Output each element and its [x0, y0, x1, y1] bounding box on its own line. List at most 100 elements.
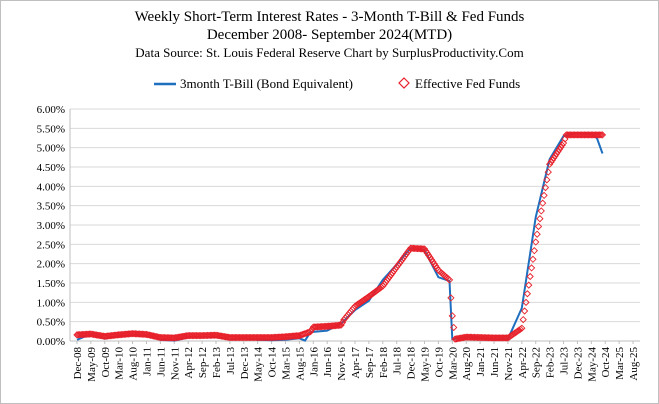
fedfunds-marker	[545, 160, 554, 168]
y-tick-label: 2.50%	[37, 239, 65, 251]
x-tick-label: Mar-15	[280, 347, 292, 380]
x-tick-label: May-09	[86, 347, 98, 382]
fedfunds-marker	[530, 246, 538, 255]
fedfunds-marker	[92, 331, 101, 339]
fedfunds-marker	[338, 318, 347, 327]
x-tick-label: Jan-21	[475, 347, 487, 376]
x-tick-label: Oct-14	[267, 347, 279, 378]
y-tick-label: 3.50%	[37, 201, 65, 213]
fedfunds-marker	[526, 272, 534, 281]
fedfunds-marker	[522, 298, 530, 307]
fedfunds-marker	[448, 312, 456, 320]
fedfunds-marker	[215, 332, 223, 340]
fedfunds-marker	[429, 258, 437, 266]
fedfunds-marker	[532, 238, 540, 246]
x-tick-label: Jul-18	[392, 347, 404, 375]
fedfunds-marker	[525, 281, 533, 289]
fedfunds-marker	[555, 145, 564, 154]
fedfunds-marker	[94, 331, 102, 339]
fedfunds-marker	[427, 255, 436, 264]
fedfunds-marker	[334, 321, 342, 330]
fedfunds-marker	[544, 168, 552, 176]
fedfunds-marker	[554, 147, 562, 156]
fedfunds-marker	[216, 332, 224, 340]
x-tick-label: Aug-15	[294, 347, 306, 381]
x-tick-label: Aug-25	[628, 347, 640, 381]
x-tick-label: Nov-11	[169, 347, 181, 380]
fedfunds-marker	[520, 307, 529, 315]
fedfunds-marker	[423, 249, 431, 257]
chart-subtitle: December 2008- September 2024(MTD)	[206, 27, 453, 43]
fedfunds-marker	[534, 222, 543, 231]
fedfunds-marker	[547, 158, 555, 166]
x-tick-label: May-14	[253, 347, 265, 382]
fedfunds-marker	[217, 332, 226, 340]
fedfunds-marker	[541, 183, 550, 192]
y-tick-label: 5.00%	[37, 143, 65, 155]
fedfunds-marker	[450, 323, 458, 332]
fedfunds-marker	[557, 143, 565, 151]
fedfunds-marker	[91, 331, 99, 339]
fedfunds-marker	[551, 152, 559, 160]
fedfunds-marker	[212, 331, 220, 339]
fedfunds-marker	[548, 156, 557, 164]
y-tick-label: 4.50%	[37, 162, 65, 174]
fedfunds-marker	[420, 245, 429, 253]
fedfunds-marker	[430, 260, 438, 268]
fedfunds-marker	[88, 330, 96, 338]
fedfunds-marker	[552, 150, 561, 158]
fedfunds-marker	[529, 255, 537, 263]
fedfunds-marker	[536, 215, 544, 223]
x-tick-label: Aug-20	[461, 347, 473, 381]
fedfunds-marker	[96, 332, 105, 340]
fedfunds-marker	[540, 191, 548, 200]
fedfunds-marker	[527, 264, 536, 272]
legend-swatch-fedfunds	[397, 76, 411, 94]
fedfunds-marker	[422, 247, 430, 255]
x-tick-label: Jan-11	[141, 347, 153, 376]
fedfunds-marker	[306, 328, 315, 336]
chart-source: Data Source: St. Louis Federal Reserve C…	[135, 45, 524, 60]
legend-label-fedfunds: Effective Fed Funds	[415, 76, 521, 91]
chart-title: Weekly Short-Term Interest Rates - 3-Mon…	[134, 9, 525, 25]
fedfunds-marker	[519, 315, 527, 324]
y-tick-label: 4.00%	[37, 181, 65, 193]
x-tick-label: Feb-18	[378, 347, 390, 379]
fedfunds-marker	[533, 230, 541, 238]
fedfunds-marker	[294, 332, 302, 340]
fedfunds-marker	[561, 135, 569, 143]
fedfunds-marker	[550, 154, 558, 162]
x-tick-label: Dec-13	[239, 347, 251, 380]
fedfunds-marker	[213, 331, 222, 340]
x-tick-label: May-19	[420, 347, 432, 382]
fedfunds-marker	[518, 324, 526, 332]
x-tick-label: Mar-10	[114, 347, 126, 380]
x-tick-label: Aug-10	[128, 347, 140, 381]
x-tick-label: Jun-16	[322, 347, 334, 377]
x-tick-label: Jun-21	[489, 347, 501, 377]
fedfunds-marker	[558, 141, 566, 149]
x-tick-label: May-24	[586, 347, 598, 382]
x-tick-label: Dec-23	[572, 347, 584, 380]
fedfunds-marker	[598, 131, 607, 139]
fedfunds-marker	[418, 245, 426, 253]
x-tick-label: Nov-21	[503, 347, 515, 381]
x-tick-label: Mar-25	[614, 347, 626, 380]
fedfunds-marker	[431, 262, 440, 270]
x-tick-label: Apr-12	[183, 347, 195, 379]
x-tick-label: Dec-08	[72, 347, 84, 380]
fedfunds-marker	[501, 334, 509, 342]
x-tick-label: Jul-23	[559, 347, 571, 375]
fedfunds-marker	[426, 253, 434, 262]
y-tick-label: 0.50%	[37, 317, 65, 329]
fedfunds-marker	[308, 325, 316, 334]
fedfunds-marker	[425, 251, 433, 259]
fedfunds-marker	[523, 290, 532, 298]
x-tick-label: Apr-17	[350, 347, 362, 379]
x-tick-label: Jul-13	[225, 347, 237, 375]
fedfunds-marker	[596, 131, 604, 139]
y-tick-label: 1.00%	[37, 297, 65, 309]
legend-label-tbill: 3month T-Bill (Bond Equivalent)	[180, 76, 353, 91]
y-tick-label: 2.00%	[37, 259, 65, 271]
fedfunds-marker	[304, 329, 312, 337]
